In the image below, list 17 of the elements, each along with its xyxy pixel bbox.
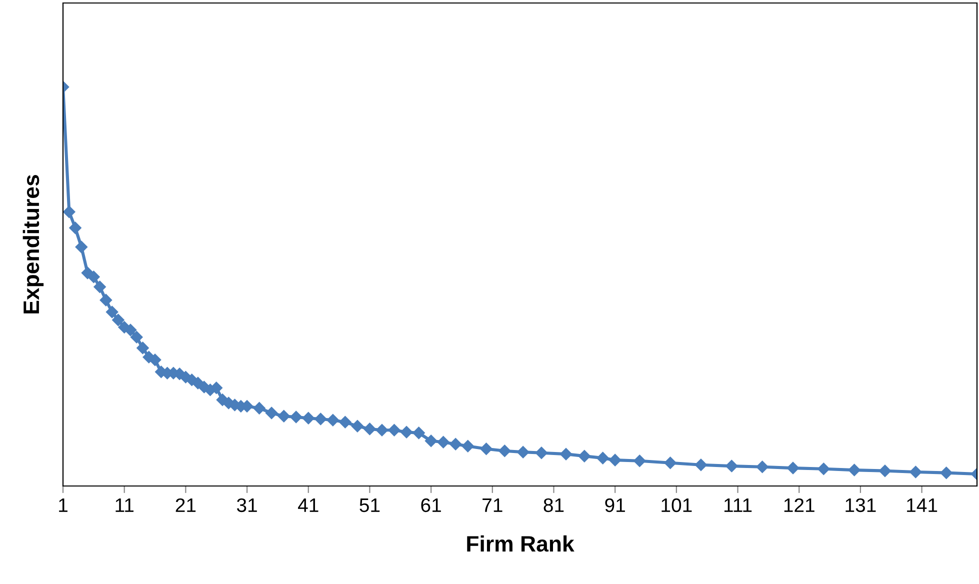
x-axis-title: Firm Rank: [467, 535, 574, 552]
x-tick-label: 121: [784, 498, 814, 512]
x-tick-label: 1: [59, 498, 68, 512]
x-tick-label: 11: [116, 498, 134, 512]
x-tick-label: 51: [360, 498, 380, 512]
y-axis-title: Expenditures: [22, 175, 44, 314]
x-tick-label: 131: [846, 498, 876, 512]
x-tick-label: 71: [482, 498, 502, 512]
x-tick-label: 141: [907, 498, 938, 512]
x-tick-label: 101: [662, 498, 692, 512]
x-tick-label: 91: [605, 498, 625, 512]
x-tick-label: 61: [421, 498, 441, 512]
x-tick-label: 21: [176, 498, 196, 512]
x-tick-label: 111: [724, 498, 752, 512]
x-tick-label: 81: [544, 498, 564, 512]
x-tick-label: 31: [236, 498, 257, 512]
x-tick-label: 41: [298, 498, 318, 512]
